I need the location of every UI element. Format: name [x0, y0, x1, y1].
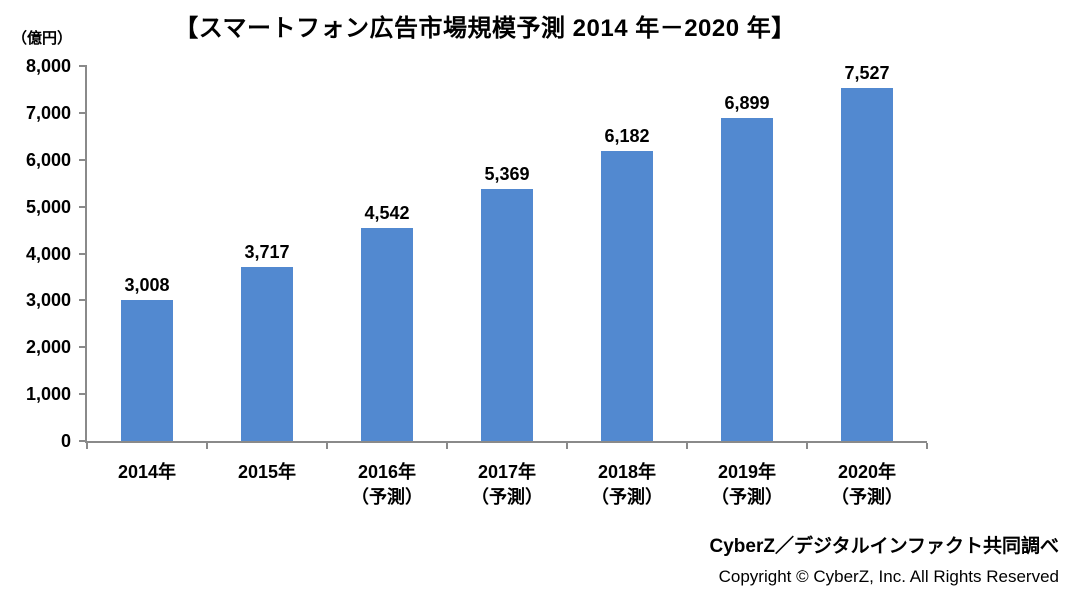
x-axis-tick	[206, 443, 208, 449]
y-axis-tick-label: 6,000	[25, 149, 71, 170]
x-axis-tick	[686, 443, 688, 449]
bar-value-label: 3,008	[124, 275, 170, 295]
y-axis-tick	[79, 205, 87, 208]
x-axis-category-label: 2019年 （予測）	[685, 460, 809, 510]
x-axis-category-label: 2020年 （予測）	[805, 460, 929, 510]
bar	[841, 88, 893, 441]
copyright-text: Copyright © CyberZ, Inc. All Rights Rese…	[718, 567, 1059, 586]
y-axis-tick	[79, 252, 87, 255]
chart-title: 【スマートフォン広告市場規模予測 2014 年－2020 年】	[174, 15, 796, 42]
y-axis-tick-label: 2,000	[25, 337, 71, 358]
y-axis-unit-label: （億円）	[12, 30, 73, 47]
y-axis-tick	[79, 393, 87, 396]
y-axis-tick	[79, 111, 87, 114]
bar	[601, 151, 653, 441]
bar	[721, 118, 773, 441]
bar	[241, 267, 293, 441]
x-axis-category-year: 2015年	[237, 462, 297, 482]
bar	[481, 189, 533, 441]
x-axis-category-year: 2018年	[597, 462, 657, 482]
x-axis-category-year: 2019年	[717, 462, 777, 482]
x-axis-category-year: 2020年	[837, 462, 897, 482]
x-axis-tick	[326, 443, 328, 449]
plot-area: 0 1,000 2,000 3,000 4,000 5,000 6,000 7,000 8,00…	[26, 56, 928, 507]
y-axis-tick-label: 1,000	[25, 384, 71, 405]
x-axis-category-note: （予測）	[591, 487, 663, 507]
bar-value-label: 3,717	[244, 242, 290, 262]
x-axis-category-year: 2016年	[357, 462, 417, 482]
x-axis-category-label: 2014年	[85, 460, 209, 485]
bar-value-label: 5,369	[484, 164, 530, 184]
bar	[121, 300, 173, 441]
y-axis-tick-label: 5,000	[25, 196, 71, 217]
bar-value-label: 6,899	[724, 93, 770, 113]
bar-value-label: 4,542	[364, 203, 410, 223]
y-axis-tick	[79, 299, 87, 302]
x-axis-category-label: 2018年 （予測）	[565, 460, 689, 510]
y-axis-tick-label: 8,000	[25, 56, 71, 76]
x-axis-category-note: （予測）	[831, 487, 903, 507]
source-credit: CyberZ／デジタルインファクト共同調べ	[709, 536, 1059, 557]
y-axis-tick-label: 0	[60, 431, 71, 451]
bar-value-label: 6,182	[604, 126, 650, 146]
x-axis-category-year: 2014年	[117, 462, 177, 482]
x-axis-tick	[806, 443, 808, 449]
bar-value-label: 7,527	[844, 63, 890, 83]
x-axis-category-label: 2016年 （予測）	[325, 460, 449, 510]
x-axis-category-note: （予測）	[711, 487, 783, 507]
y-axis-tick-label: 3,000	[25, 290, 71, 311]
x-axis-tick	[86, 443, 88, 449]
bar	[361, 228, 413, 441]
y-axis-tick	[79, 346, 87, 349]
x-axis-tick	[446, 443, 448, 449]
y-axis-tick	[79, 440, 87, 442]
y-axis-tick	[79, 158, 87, 161]
x-axis-category-note: （予測）	[471, 487, 543, 507]
x-axis-category-label: 2017年 （予測）	[445, 460, 569, 510]
x-axis-tick	[566, 443, 568, 449]
y-axis-tick-label: 4,000	[25, 243, 71, 264]
x-axis-category-note: （予測）	[351, 487, 423, 507]
x-axis-category-year: 2017年	[477, 462, 537, 482]
x-axis-tick	[926, 443, 928, 449]
x-axis-category-label: 2015年	[205, 460, 329, 485]
y-axis-tick	[79, 65, 87, 67]
y-axis-tick-label: 7,000	[25, 102, 71, 123]
